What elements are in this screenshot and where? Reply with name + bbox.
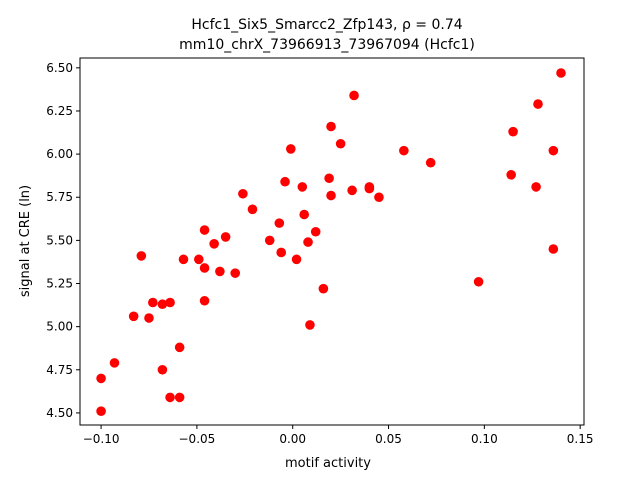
data-point	[335, 138, 346, 149]
x-axis-ticks: −0.10 −0.05 0.00 0.05 0.10 0.15	[83, 425, 594, 446]
y-axis-label: signal at CRE (ln)	[18, 185, 33, 297]
data-point	[199, 225, 210, 235]
data-point	[230, 268, 241, 278]
y-tick-label: 6.00	[46, 147, 73, 161]
data-point	[297, 182, 308, 192]
data-point	[174, 392, 185, 403]
x-tick-label: 0.15	[567, 432, 594, 446]
data-point	[165, 392, 175, 403]
data-point	[349, 90, 359, 101]
data-point	[165, 297, 175, 308]
data-point	[556, 68, 566, 78]
data-point	[199, 263, 210, 273]
y-axis-ticks: 4.50 4.75 5.00 5.25 5.50 5.75 6.00 6.25 6.50	[46, 61, 80, 420]
data-point	[194, 254, 204, 265]
data-point	[347, 185, 357, 196]
data-points	[96, 68, 566, 416]
data-point	[291, 254, 302, 265]
chart-title-line1: Hcfc1_Six5_Smarcc2_Zfp143, ρ = 0.74	[191, 17, 462, 33]
plot-frame	[79, 57, 585, 426]
y-tick-label: 4.75	[46, 363, 73, 377]
x-tick-label: −0.10	[83, 432, 120, 446]
x-tick-label: −0.05	[179, 432, 216, 446]
y-tick-label: 6.25	[46, 104, 73, 118]
data-point	[324, 173, 334, 184]
data-point	[157, 364, 168, 375]
data-point	[247, 204, 258, 215]
data-point	[209, 239, 219, 249]
data-point	[508, 126, 518, 137]
x-tick-label: 0.05	[375, 432, 402, 446]
data-point	[473, 276, 484, 287]
data-point	[531, 182, 541, 192]
y-tick-label: 5.75	[46, 190, 73, 204]
data-point	[274, 218, 285, 228]
data-point	[136, 251, 147, 261]
data-point	[96, 406, 106, 416]
data-point	[264, 235, 275, 246]
data-point	[299, 209, 310, 220]
data-point	[533, 99, 543, 109]
data-point	[548, 145, 559, 156]
data-point	[178, 254, 189, 265]
data-point	[199, 295, 210, 306]
data-point	[276, 247, 287, 258]
data-point	[506, 170, 516, 180]
data-point	[280, 176, 290, 187]
y-tick-label: 5.00	[46, 320, 73, 334]
x-axis-label: motif activity	[285, 456, 371, 471]
data-point	[548, 244, 559, 254]
data-point	[303, 237, 313, 247]
data-point	[238, 188, 248, 199]
data-point	[148, 297, 158, 308]
data-point	[326, 190, 336, 201]
data-point	[326, 121, 336, 132]
data-point	[399, 145, 409, 156]
data-point	[364, 183, 375, 194]
data-point	[305, 320, 315, 330]
chart-title-line2: mm10_chrX_73966913_73967094 (Hcfc1)	[179, 37, 475, 53]
data-point	[310, 226, 321, 237]
x-tick-label: 0.00	[279, 432, 306, 446]
data-point	[157, 299, 168, 310]
data-point	[318, 283, 329, 294]
data-point	[220, 232, 231, 242]
data-point	[374, 192, 384, 203]
data-point	[174, 342, 185, 353]
data-point	[215, 266, 225, 277]
data-point	[109, 358, 120, 368]
data-point	[96, 373, 106, 384]
y-tick-label: 4.50	[46, 406, 73, 420]
y-tick-label: 5.50	[46, 233, 73, 247]
data-point	[425, 157, 436, 168]
data-point	[128, 311, 139, 322]
x-tick-label: 0.10	[471, 432, 498, 446]
data-point	[144, 313, 154, 323]
data-point	[285, 144, 296, 154]
y-tick-label: 6.50	[46, 61, 73, 75]
y-tick-label: 5.25	[46, 277, 73, 291]
